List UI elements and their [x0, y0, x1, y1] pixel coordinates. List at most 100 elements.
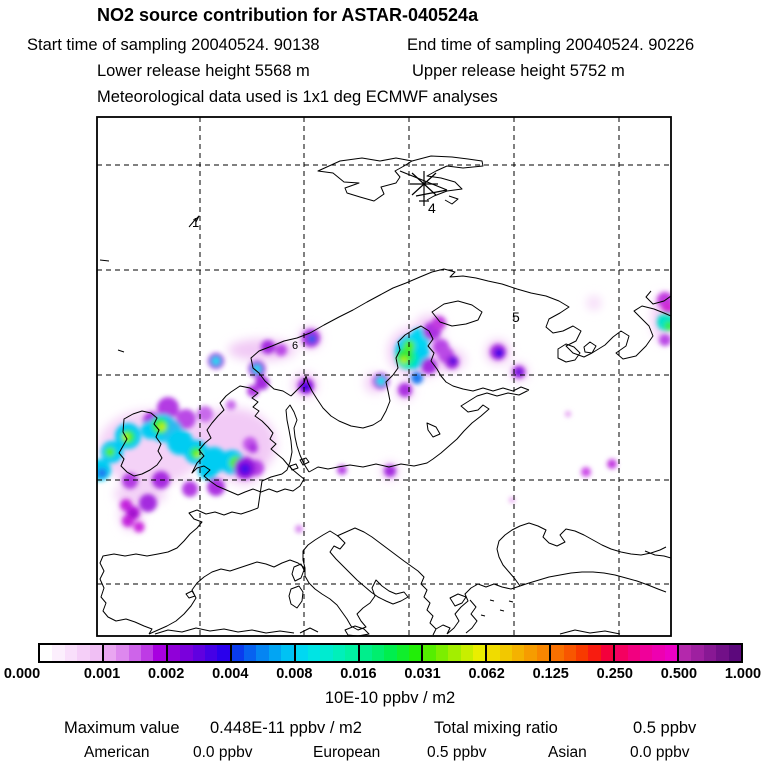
colorbar-cell — [345, 645, 358, 661]
colorbar-cell — [359, 645, 372, 661]
colorbar-cell — [703, 645, 717, 661]
colorbar-cell — [664, 645, 678, 661]
max-value-label: Maximum value — [64, 719, 180, 737]
colorbar-cell — [308, 645, 321, 661]
colorbar-cell — [141, 645, 154, 661]
map-border — [96, 116, 672, 637]
source-european-label: European — [313, 744, 381, 761]
colorbar-cell — [435, 645, 449, 661]
source-asian-value: 0.0 ppbv — [630, 744, 690, 761]
mixing-ratio-label: Total mixing ratio — [434, 719, 558, 737]
colorbar-segment — [551, 645, 616, 661]
colorbar-cell — [52, 645, 65, 661]
colorbar-cell — [192, 645, 205, 661]
end-time-text: End time of sampling 20040524. 90226 — [407, 36, 695, 54]
colorbar-cell — [167, 645, 181, 661]
colorbar-segment — [423, 645, 488, 661]
colorbar-tick-label: 1.000 — [724, 666, 762, 682]
colorbar-cell — [487, 645, 500, 661]
colorbar-cell — [116, 645, 129, 661]
colorbar-cell — [103, 645, 117, 661]
colorbar-cell — [627, 645, 640, 661]
colorbar — [38, 643, 743, 663]
colorbar-cell — [295, 645, 308, 661]
colorbar-cell — [396, 645, 410, 661]
colorbar-segment — [487, 645, 552, 661]
colorbar-segment — [40, 645, 104, 661]
colorbar-segment — [103, 645, 168, 661]
colorbar-segment — [231, 645, 296, 661]
colorbar-cell — [371, 645, 385, 661]
colorbar-cell — [217, 645, 230, 661]
colorbar-tick-label: 0.000 — [3, 666, 41, 682]
colorbar-cell — [472, 645, 486, 661]
map-label-1: 1 — [192, 215, 199, 230]
map-label-4: 4 — [428, 200, 436, 216]
colorbar-cell — [551, 645, 564, 661]
upper-release-text: Upper release height 5752 m — [412, 62, 625, 80]
colorbar-cell — [563, 645, 576, 661]
lower-release-text: Lower release height 5568 m — [97, 62, 310, 80]
colorbar-cell — [588, 645, 601, 661]
colorbar-cell — [281, 645, 294, 661]
map-label-5: 5 — [512, 309, 520, 325]
max-value-number: 0.448E-11 ppbv / m2 — [210, 719, 362, 737]
coastlines — [99, 155, 671, 636]
colorbar-tick-label: 0.004 — [212, 666, 249, 682]
colorbar-tick-label: 0.250 — [596, 666, 633, 682]
colorbar-cell — [691, 645, 704, 661]
graticule — [97, 117, 671, 636]
coast-svalbard — [317, 155, 484, 205]
coast-denmark — [257, 404, 310, 509]
colorbar-cell — [512, 645, 525, 661]
colorbar-cell — [204, 645, 218, 661]
colorbar-tick-label: 0.062 — [468, 666, 505, 682]
colorbar-tick-label: 0.031 — [404, 666, 441, 682]
colorbar-cell — [448, 645, 461, 661]
colorbar-segment — [615, 645, 680, 661]
colorbar-segment — [167, 645, 232, 661]
start-time-text: Start time of sampling 20040524. 90138 — [27, 36, 320, 54]
coast-small-islands — [99, 215, 200, 353]
colorbar-tick-label: 0.125 — [532, 666, 569, 682]
colorbar-cell — [576, 645, 589, 661]
colorbar-cell — [716, 645, 729, 661]
colorbar-cell — [615, 645, 628, 661]
mixing-ratio-value: 0.5 ppbv — [633, 719, 697, 737]
colorbar-cell — [256, 645, 269, 661]
colorbar-cell — [499, 645, 513, 661]
met-data-text: Meteorological data used is 1x1 deg ECMW… — [97, 88, 498, 106]
colorbar-cell — [89, 645, 102, 661]
colorbar-cell — [409, 645, 422, 661]
colorbar-cell — [153, 645, 166, 661]
coast-italy-med — [288, 530, 409, 636]
colorbar-tick-label: 0.002 — [148, 666, 185, 682]
colorbar-segment — [679, 645, 741, 661]
source-asian-label: Asian — [548, 744, 587, 761]
coast-scandinavia-arctic — [250, 268, 671, 397]
colorbar-cell — [460, 645, 473, 661]
colorbar-segment — [359, 645, 424, 661]
colorbar-cell — [728, 645, 741, 661]
colorbar-cell — [64, 645, 78, 661]
colorbar-cell — [639, 645, 653, 661]
colorbar-cell — [600, 645, 614, 661]
map-label-6: 6 — [292, 340, 298, 352]
plume-layer — [97, 292, 671, 533]
colorbar-cell — [231, 645, 245, 661]
colorbar-cell — [77, 645, 90, 661]
source-american-label: American — [84, 744, 150, 761]
source-american-value: 0.0 ppbv — [193, 744, 253, 761]
colorbar-segment — [295, 645, 360, 661]
coast-balkans-blacksea — [336, 522, 671, 636]
map-labels: 1 4 5 6 — [192, 200, 520, 352]
colorbar-cell — [40, 645, 53, 661]
coast-france-iberia — [99, 507, 306, 635]
colorbar-cell — [320, 645, 333, 661]
colorbar-cell — [536, 645, 550, 661]
colorbar-tick-label: 0.001 — [83, 666, 121, 682]
colorbar-cell — [652, 645, 665, 661]
coast-africa — [154, 627, 621, 635]
